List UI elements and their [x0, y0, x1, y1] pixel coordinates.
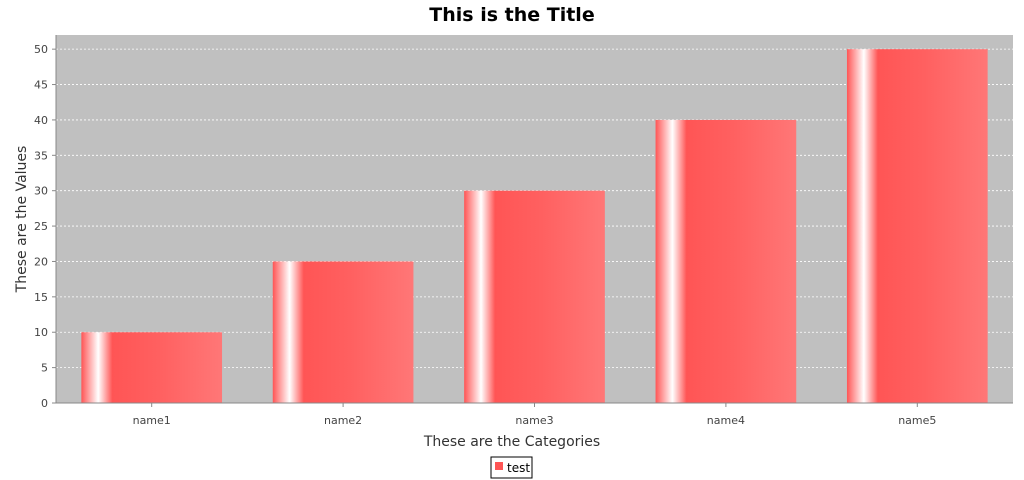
y-tick-label: 15	[34, 291, 48, 304]
bar-name5	[846, 49, 988, 404]
x-tick-label: name4	[707, 414, 745, 427]
legend-label: test	[507, 461, 530, 475]
y-tick-label: 10	[34, 326, 48, 339]
y-tick-label: 45	[34, 79, 48, 92]
legend: test	[490, 456, 533, 479]
bar-name3	[464, 190, 605, 403]
y-tick-label: 20	[34, 255, 48, 268]
x-tick-label: name3	[515, 414, 553, 427]
chart-title: This is the Title	[429, 4, 594, 26]
x-tick-label: name5	[898, 414, 936, 427]
x-axis-label: These are the Categories	[423, 434, 600, 450]
bar-name2	[272, 261, 414, 403]
y-tick-label: 40	[34, 114, 48, 127]
bars	[81, 49, 988, 404]
y-tick-label: 25	[34, 220, 48, 233]
legend-swatch	[495, 462, 503, 470]
y-tick-label: 50	[34, 43, 48, 56]
y-axis-ticks: 0 5 10 15 20 25 30 35 40 45 50	[34, 43, 56, 410]
bar-name1	[81, 332, 223, 403]
y-tick-label: 0	[41, 397, 48, 410]
y-tick-label: 35	[34, 149, 48, 162]
y-tick-label: 30	[34, 185, 48, 198]
y-axis-label: These are the Values	[14, 146, 30, 294]
x-tick-label: name2	[324, 414, 362, 427]
y-tick-label: 5	[41, 362, 48, 375]
x-tick-label: name1	[133, 414, 171, 427]
x-axis-ticks: name1 name2 name3 name4 name5	[133, 403, 936, 427]
bar-name4	[655, 119, 797, 403]
